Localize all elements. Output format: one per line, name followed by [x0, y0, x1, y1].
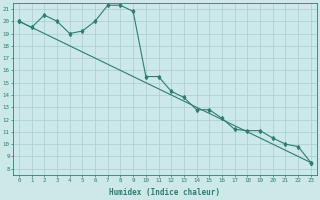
X-axis label: Humidex (Indice chaleur): Humidex (Indice chaleur) [109, 188, 220, 197]
